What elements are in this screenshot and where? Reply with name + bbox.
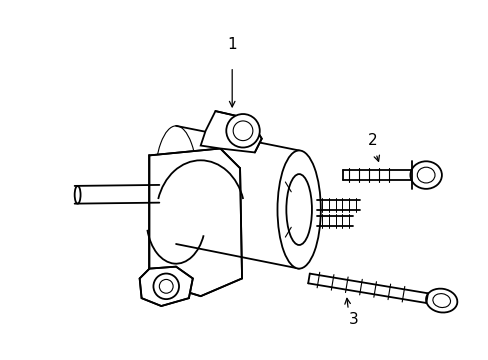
Ellipse shape <box>159 279 173 293</box>
Polygon shape <box>149 148 242 296</box>
Ellipse shape <box>425 289 456 312</box>
Text: 1: 1 <box>227 37 237 51</box>
Text: 2: 2 <box>367 133 377 148</box>
Ellipse shape <box>233 121 252 141</box>
Text: 3: 3 <box>348 312 357 327</box>
Ellipse shape <box>226 114 259 148</box>
Polygon shape <box>140 267 192 306</box>
Ellipse shape <box>75 186 81 204</box>
Ellipse shape <box>286 174 311 245</box>
Polygon shape <box>200 111 261 152</box>
Ellipse shape <box>432 294 449 307</box>
Ellipse shape <box>153 274 179 299</box>
Ellipse shape <box>409 161 441 189</box>
Ellipse shape <box>154 126 197 244</box>
Ellipse shape <box>416 167 434 183</box>
Ellipse shape <box>277 150 320 269</box>
